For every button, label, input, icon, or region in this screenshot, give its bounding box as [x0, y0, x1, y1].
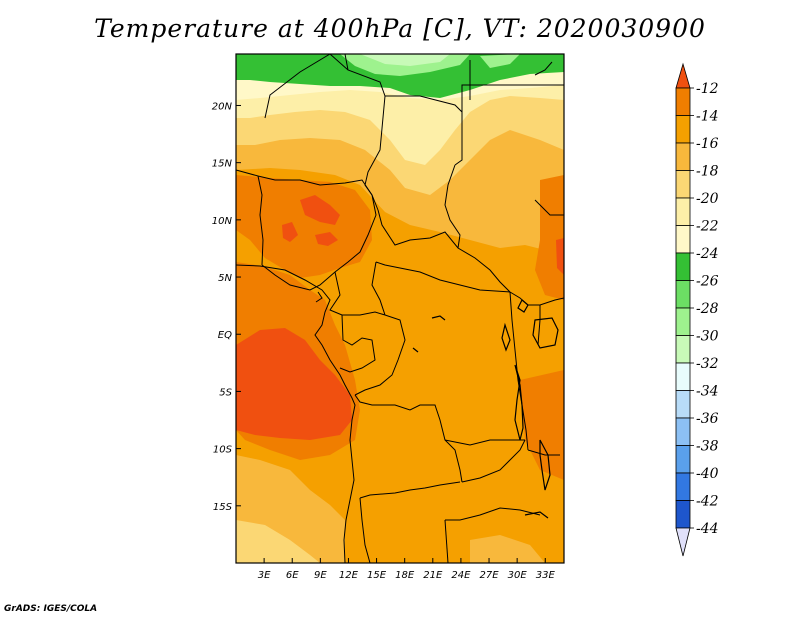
field-level-minus28-minus26-east — [480, 54, 520, 68]
colorbar-label: -28 — [696, 301, 719, 317]
lon-tick-label: 12E — [339, 570, 359, 581]
map-title: Temperature at 400hPa [C], VT: 202003090… — [94, 14, 706, 43]
colorbar-swatch — [675, 115, 691, 144]
colorbar: -12 -14 -16 -18 -20 -22 -24 -26 -28 -30 -32 -34 -36 -… — [675, 62, 719, 557]
country-boundaries — [236, 54, 564, 563]
lat-tick-label: EQ — [218, 330, 232, 341]
colorbar-swatch — [675, 445, 691, 474]
colorbar-label: -18 — [696, 164, 719, 180]
field-level-minus30-minus28 — [360, 54, 450, 66]
colorbar-swatch — [675, 417, 691, 446]
field-level-above-minus12-spot2 — [315, 232, 338, 246]
field-level-above-minus12-east — [556, 238, 564, 275]
colorbar-label: -12 — [696, 81, 719, 97]
field-level-minus20-minus18-south — [236, 520, 320, 563]
lat-tick-label: 15N — [212, 159, 233, 170]
colorbar-label: -26 — [696, 274, 719, 290]
lon-tick-label: 24E — [451, 570, 471, 581]
field-level-above-minus12-spot1 — [282, 222, 298, 242]
grads-credit: GrADS: IGES/COLA — [4, 604, 98, 614]
colorbar-top-arrow — [675, 62, 691, 89]
colorbar-swatch — [675, 335, 691, 364]
colorbar-swatch — [675, 390, 691, 419]
map-frame — [235, 53, 565, 564]
longitude-axis: 3E 6E 9E 12E 15E 18E 21E 24E 27E 30E 33E — [258, 558, 556, 581]
field-level-above-minus12-nigeria — [300, 195, 340, 225]
field-level-minus14-minus12-east — [535, 175, 564, 300]
coastline — [236, 264, 356, 563]
temperature-field — [236, 54, 564, 563]
colorbar-swatch — [675, 500, 691, 529]
colorbar-label: -30 — [696, 329, 719, 345]
lon-tick-label: 21E — [423, 570, 443, 581]
lat-tick-label: 5N — [218, 273, 232, 284]
lat-tick-label: 15S — [213, 502, 233, 513]
colorbar-swatch — [675, 307, 691, 336]
lon-tick-label: 27E — [480, 570, 500, 581]
lat-tick-label: 10S — [213, 445, 233, 456]
lon-tick-label: 6E — [286, 570, 299, 581]
colorbar-swatch — [675, 280, 691, 309]
colorbar-bottom-arrow — [675, 527, 691, 557]
lat-tick-label: 10N — [212, 216, 233, 227]
colorbar-label: -38 — [696, 439, 719, 455]
colorbar-label: -42 — [696, 494, 719, 510]
colorbar-label: -22 — [696, 219, 719, 235]
lon-tick-label: 9E — [314, 570, 327, 581]
colorbar-label: -36 — [696, 411, 719, 427]
colorbar-swatch — [675, 87, 691, 116]
colorbar-swatch — [675, 170, 691, 199]
lon-tick-label: 3E — [258, 570, 271, 581]
colorbar-swatch — [675, 252, 691, 281]
colorbar-label: -20 — [696, 191, 719, 207]
lat-tick-label: 5S — [219, 387, 232, 398]
lakes — [412, 299, 559, 519]
colorbar-swatch — [675, 142, 691, 171]
lon-tick-label: 33E — [536, 570, 556, 581]
lon-tick-label: 15E — [367, 570, 387, 581]
colorbar-swatch — [675, 472, 691, 501]
colorbar-label: -32 — [696, 356, 719, 372]
colorbar-label: -44 — [696, 521, 719, 537]
lon-tick-label: 18E — [395, 570, 415, 581]
colorbar-label: -14 — [696, 109, 719, 125]
colorbar-label: -24 — [696, 246, 719, 262]
colorbar-label: -40 — [696, 466, 719, 482]
colorbar-label: -34 — [696, 384, 719, 400]
field-level-minus18-minus16-southeast — [470, 535, 545, 563]
lat-tick-label: 20N — [212, 101, 233, 112]
colorbar-swatch — [675, 225, 691, 254]
field-level-above-minus12-southwest — [236, 328, 352, 440]
colorbar-swatch — [675, 362, 691, 391]
field-level-minus14-minus12-southeast — [520, 370, 564, 480]
latitude-axis: 20N 15N 10N 5N EQ 5S 10S 15S — [212, 101, 241, 513]
colorbar-label: -16 — [696, 136, 719, 152]
colorbar-swatch — [675, 197, 691, 226]
lon-tick-label: 30E — [508, 570, 528, 581]
field-level-minus14-minus12-nigeria — [236, 175, 372, 278]
